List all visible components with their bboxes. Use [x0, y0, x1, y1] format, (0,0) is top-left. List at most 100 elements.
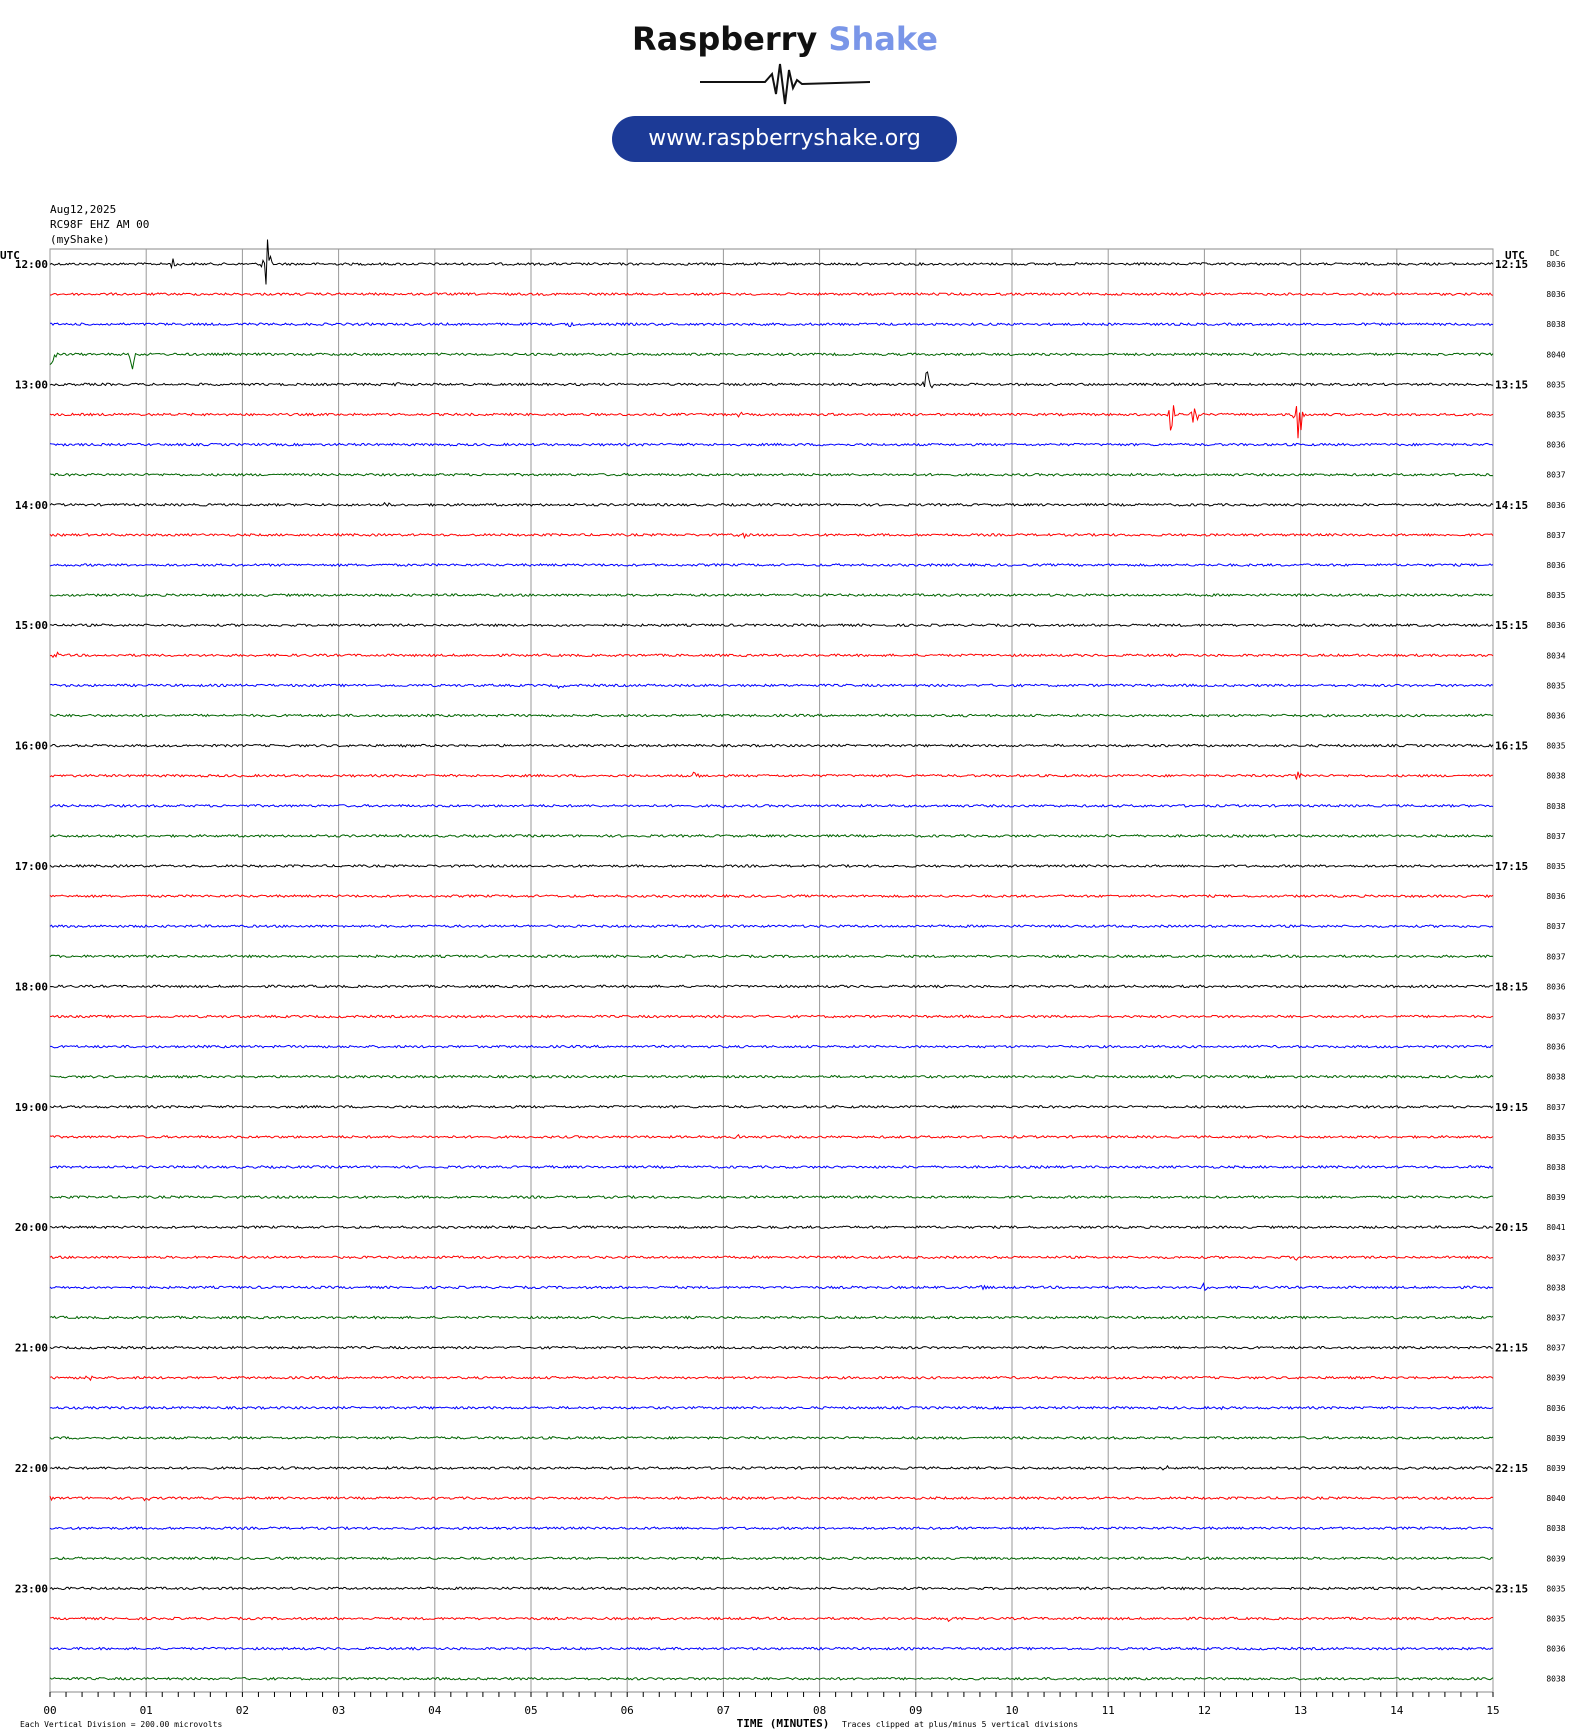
dc-value-label: 8039	[1546, 1374, 1565, 1383]
trace-line	[49, 623, 1494, 628]
clipping-note: Traces clipped at plus/minus 5 vertical …	[842, 1720, 1078, 1729]
x-tick-label: 03	[332, 1704, 345, 1717]
trace-line	[49, 1014, 1494, 1019]
dc-value-label: 8038	[1546, 1163, 1565, 1172]
vertical-division-note: Each Vertical Division = 200.00 microvol…	[20, 1720, 222, 1729]
trace-line	[49, 501, 1494, 507]
x-tick-label: 09	[909, 1704, 922, 1717]
trace-line	[49, 472, 1494, 477]
header: Raspberry Shake www.raspberryshake.org	[0, 0, 1570, 170]
x-tick-label: 04	[428, 1704, 442, 1717]
trace-line	[49, 771, 1494, 780]
x-tick-label: 08	[813, 1704, 826, 1717]
station-label: RC98F EHZ AM 00	[50, 218, 150, 231]
trace-line	[49, 1255, 1494, 1261]
trace-line	[49, 1495, 1494, 1502]
trace-line	[49, 1646, 1494, 1651]
left-axis-title: UTC	[0, 249, 20, 262]
dc-value-label: 8036	[1546, 1043, 1565, 1052]
brand-name-part1: Raspberry	[632, 20, 818, 58]
trace-line	[49, 683, 1494, 690]
trace-line	[49, 1345, 1494, 1350]
right-axis-title: UTC	[1505, 249, 1525, 262]
trace-line	[49, 593, 1494, 598]
dc-value-label: 8037	[1546, 471, 1565, 480]
dc-value-label: 8036	[1546, 260, 1565, 269]
x-tick-label: 15	[1486, 1704, 1499, 1717]
dc-value-label: 8039	[1546, 1464, 1565, 1473]
hour-label-left: 14:00	[15, 499, 48, 512]
dc-value-label: 8038	[1546, 1675, 1565, 1684]
hour-label-left: 19:00	[15, 1101, 48, 1114]
trace-line	[49, 803, 1494, 809]
trace-line	[49, 371, 1494, 389]
x-tick-label: 13	[1294, 1704, 1307, 1717]
dc-value-label: 8036	[1546, 290, 1565, 299]
dc-value-label: 8038	[1546, 802, 1565, 811]
hour-label-right: 12:15	[1495, 258, 1528, 271]
dc-value-label: 8037	[1546, 1013, 1565, 1022]
dc-value-label: 8036	[1546, 501, 1565, 510]
hour-label-right: 16:15	[1495, 740, 1528, 753]
trace-line	[49, 1225, 1494, 1230]
date-label: Aug12,2025	[50, 203, 117, 216]
dc-value-label: 8035	[1546, 380, 1565, 389]
trace-line	[49, 1375, 1494, 1382]
trace-line	[49, 562, 1494, 568]
dc-value-label: 8035	[1546, 1133, 1565, 1142]
hour-label-right: 14:15	[1495, 499, 1528, 512]
hour-label-right: 19:15	[1495, 1101, 1528, 1114]
dc-value-label: 8035	[1546, 681, 1565, 690]
trace-line	[49, 894, 1494, 899]
dc-value-label: 8038	[1546, 772, 1565, 781]
dc-value-label: 8039	[1546, 1193, 1565, 1202]
dc-value-label: 8035	[1546, 411, 1565, 420]
dc-value-label: 8038	[1546, 1073, 1565, 1082]
trace-line	[49, 1405, 1494, 1411]
trace-line	[49, 1435, 1494, 1440]
hour-label-right: 23:15	[1495, 1582, 1528, 1595]
website-url-link[interactable]: www.raspberryshake.org	[612, 116, 957, 162]
trace-line	[49, 1586, 1494, 1591]
trace-line	[49, 442, 1494, 447]
x-tick-label: 14	[1390, 1704, 1404, 1717]
dc-value-label: 8037	[1546, 1103, 1565, 1112]
x-tick-label: 02	[236, 1704, 249, 1717]
chart-traces	[49, 239, 1494, 1681]
hour-label-right: 21:15	[1495, 1342, 1528, 1355]
dc-value-label: 8036	[1546, 1404, 1565, 1413]
trace-line	[49, 743, 1494, 748]
trace-line	[49, 833, 1494, 838]
trace-line	[49, 239, 1494, 285]
trace-line	[50, 321, 1494, 328]
hour-label-left: 20:00	[15, 1221, 48, 1234]
dc-value-label: 8035	[1546, 742, 1565, 751]
seismograph-logo-icon	[700, 63, 870, 105]
dc-value-label: 8034	[1546, 651, 1565, 660]
trace-line	[49, 651, 1494, 659]
plot-frame	[49, 248, 1494, 1693]
hour-label-left: 15:00	[15, 619, 48, 632]
hour-label-left: 23:00	[15, 1582, 48, 1595]
trace-line	[49, 1464, 1494, 1471]
hour-label-right: 17:15	[1495, 860, 1528, 873]
trace-line	[49, 863, 1494, 869]
trace-line	[49, 1556, 1494, 1561]
dc-value-label: 8035	[1546, 1584, 1565, 1593]
trace-line	[49, 1104, 1494, 1109]
x-axis-label: TIME (MINUTES)	[737, 1717, 830, 1730]
trace-line	[49, 713, 1494, 718]
trace-line	[49, 1315, 1494, 1320]
hour-label-left: 18:00	[15, 980, 48, 993]
dc-value-label: 8036	[1546, 621, 1565, 630]
x-tick-label: 06	[621, 1704, 634, 1717]
chart-labels: 00 01 02 03 04 05 06 07 08 09 10 11 12 13 14 15 UTC UTC DC…	[0, 249, 1566, 1730]
trace-line	[49, 1281, 1494, 1292]
dc-value-label: 8037	[1546, 1314, 1565, 1323]
trace-line	[49, 924, 1494, 929]
dc-value-label: 8035	[1546, 1615, 1565, 1624]
network-label: (myShake)	[50, 233, 110, 246]
hour-label-left: 22:00	[15, 1462, 48, 1475]
dc-value-label: 8040	[1546, 350, 1565, 359]
